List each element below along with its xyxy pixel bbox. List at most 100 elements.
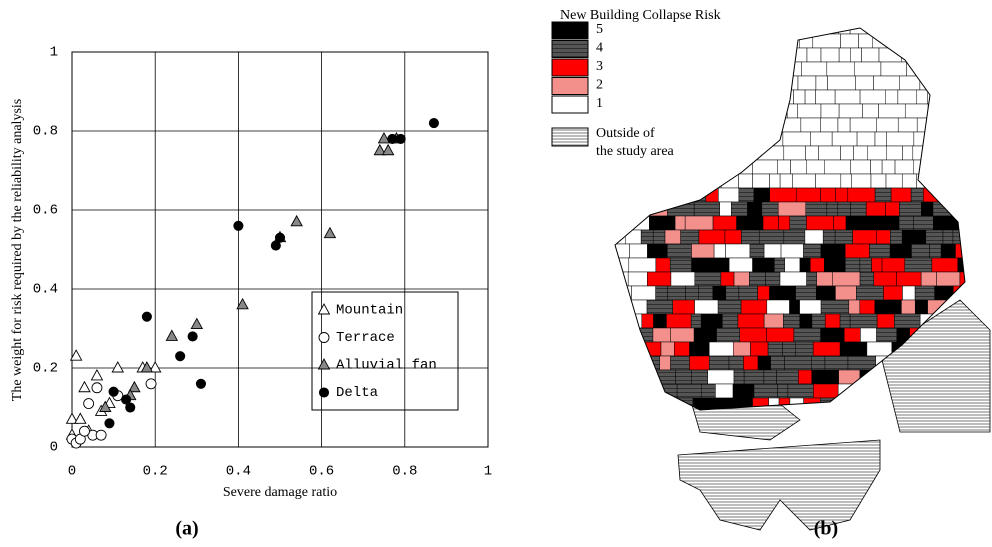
data-point bbox=[141, 311, 152, 322]
map-block bbox=[652, 229, 666, 245]
map-block bbox=[769, 187, 797, 203]
map-block bbox=[752, 173, 770, 189]
map-block bbox=[790, 159, 807, 175]
map-block bbox=[739, 28, 761, 35]
map-block bbox=[910, 187, 924, 203]
map-block bbox=[666, 33, 685, 49]
map-block bbox=[615, 187, 627, 203]
map-block bbox=[970, 146, 987, 160]
map-block bbox=[961, 33, 965, 49]
outside-area bbox=[879, 299, 991, 433]
map-block bbox=[848, 299, 861, 315]
map-block bbox=[859, 299, 876, 315]
map-block bbox=[905, 28, 919, 35]
map-block bbox=[940, 243, 956, 259]
caption: (a) bbox=[175, 518, 198, 540]
map-block bbox=[832, 271, 861, 287]
legend-label: Delta bbox=[336, 385, 378, 401]
map-block bbox=[777, 75, 799, 91]
map-block bbox=[949, 47, 965, 63]
map-block bbox=[973, 90, 989, 104]
x-tick-label: 0.2 bbox=[143, 464, 168, 480]
data-point bbox=[104, 418, 115, 429]
y-tick-label: 0.8 bbox=[33, 124, 58, 140]
map-block bbox=[777, 201, 807, 217]
map-block bbox=[908, 33, 922, 49]
map-block bbox=[896, 271, 922, 287]
map-block bbox=[615, 215, 623, 231]
map-block bbox=[835, 187, 849, 203]
map-block bbox=[811, 355, 826, 371]
data-point bbox=[274, 232, 286, 243]
map-block bbox=[874, 131, 887, 147]
data-point bbox=[190, 317, 204, 329]
map-block bbox=[738, 285, 758, 301]
map-block bbox=[904, 257, 933, 273]
map-block bbox=[848, 412, 875, 426]
map-block bbox=[750, 341, 769, 357]
map-block bbox=[713, 243, 726, 259]
map-block bbox=[889, 243, 912, 259]
map-block bbox=[712, 61, 728, 77]
map-block bbox=[867, 145, 888, 161]
map-block bbox=[636, 61, 663, 77]
map-block bbox=[743, 355, 759, 371]
map-block bbox=[766, 327, 795, 343]
map-block bbox=[933, 131, 956, 147]
map-block bbox=[901, 299, 916, 315]
map-block bbox=[739, 327, 767, 343]
map-legend-title: New Building Collapse Risk bbox=[560, 8, 721, 23]
map-block bbox=[964, 103, 965, 119]
map-block bbox=[961, 89, 965, 105]
map-block bbox=[883, 285, 903, 301]
map-block bbox=[665, 103, 680, 119]
map-block bbox=[736, 215, 764, 231]
map-block bbox=[856, 131, 876, 147]
map-block bbox=[615, 313, 620, 329]
map-block bbox=[850, 201, 867, 217]
map-block bbox=[726, 61, 751, 77]
map-block bbox=[742, 33, 763, 49]
data-point bbox=[108, 386, 119, 397]
map-block bbox=[600, 412, 610, 426]
map-block bbox=[921, 201, 934, 217]
map-block bbox=[762, 33, 785, 49]
map-block bbox=[704, 89, 732, 105]
map-block bbox=[615, 383, 627, 399]
y-tick-label: 0.6 bbox=[33, 203, 58, 219]
map-block bbox=[733, 369, 745, 385]
map-block bbox=[820, 327, 845, 343]
map-block bbox=[809, 257, 825, 273]
map-block bbox=[856, 285, 884, 301]
map-block bbox=[731, 201, 748, 217]
map-block bbox=[615, 341, 620, 357]
data-point bbox=[95, 429, 107, 441]
map-block bbox=[615, 369, 617, 385]
map-block bbox=[782, 89, 794, 105]
legend-swatch bbox=[551, 21, 589, 40]
map-block bbox=[886, 131, 915, 147]
map-block bbox=[906, 61, 931, 77]
data-point bbox=[128, 380, 141, 393]
map-block bbox=[615, 159, 636, 175]
map-block bbox=[759, 229, 785, 245]
map-block bbox=[916, 89, 928, 105]
map-block bbox=[763, 313, 784, 329]
map-block bbox=[831, 131, 858, 147]
map-block bbox=[698, 229, 726, 245]
map-block bbox=[620, 397, 645, 410]
map-block bbox=[669, 187, 695, 203]
map-block bbox=[615, 201, 625, 217]
data-point bbox=[233, 220, 244, 231]
map-block bbox=[947, 187, 965, 203]
map-block bbox=[805, 201, 828, 217]
legend-label: 4 bbox=[596, 41, 603, 56]
map-block bbox=[929, 243, 942, 259]
map-block bbox=[674, 341, 690, 357]
map-block bbox=[850, 159, 871, 175]
map-block bbox=[812, 341, 841, 357]
map-block bbox=[850, 47, 862, 63]
map-block bbox=[815, 285, 836, 301]
map-block bbox=[749, 243, 765, 259]
map-block bbox=[623, 201, 642, 217]
